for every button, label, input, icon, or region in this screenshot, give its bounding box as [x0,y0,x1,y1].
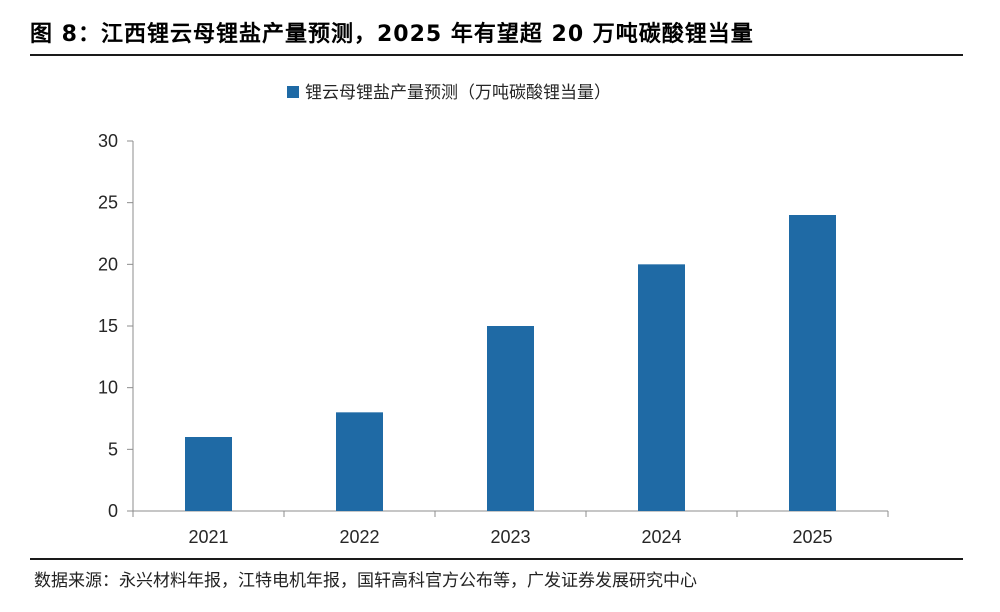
legend-label: 锂云母锂盐产量预测（万吨碳酸锂当量） [305,83,611,103]
y-tick-label: 10 [98,378,118,398]
source-rule [30,558,963,560]
bar-2025 [789,215,836,511]
source-note: 数据来源：永兴材料年报，江特电机年报，国轩高科官方公布等，广发证券发展研究中心 [34,571,697,591]
legend-swatch [287,86,299,98]
y-tick-label: 15 [98,316,118,336]
y-axis-ticks: 0 5 10 15 20 25 30 [98,131,133,521]
y-tick-label: 30 [98,131,118,151]
x-axis-ticks: 2021 2022 2023 2024 2025 [132,511,889,547]
x-tick-label: 2022 [339,527,379,547]
y-tick-label: 0 [108,501,118,521]
x-tick-label: 2024 [641,527,681,547]
bar-2023 [487,326,534,511]
bar-2021 [185,437,232,511]
figure-title: 图 8：江西锂云母锂盐产量预测，2025 年有望超 20 万吨碳酸锂当量 [30,22,754,47]
bars [185,215,836,511]
y-tick-label: 25 [98,193,118,213]
bar-2024 [638,264,685,511]
title-rule [30,54,963,56]
y-tick-label: 20 [98,254,118,274]
legend: 锂云母锂盐产量预测（万吨碳酸锂当量） [287,83,611,103]
x-tick-label: 2025 [792,527,832,547]
x-tick-label: 2023 [490,527,530,547]
y-tick-label: 5 [108,439,118,459]
bar-2022 [336,412,383,511]
x-tick-label: 2021 [188,527,228,547]
